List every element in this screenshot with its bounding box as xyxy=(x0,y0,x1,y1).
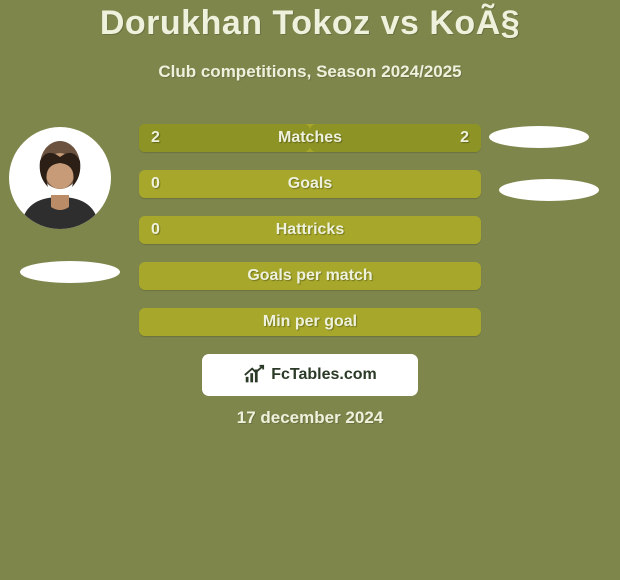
page-title: Dorukhan Tokoz vs KoÃ§ xyxy=(0,4,620,43)
stat-bars: 2 Matches 2 0 Goals 0 Hattricks Goals pe… xyxy=(139,124,481,354)
stat-label: Matches xyxy=(139,124,481,152)
stat-bar-goals: 0 Goals xyxy=(139,170,481,198)
stat-bar-goals-per-match: Goals per match xyxy=(139,262,481,290)
brand-badge: FcTables.com xyxy=(202,354,418,396)
brand-text: FcTables.com xyxy=(271,366,377,384)
stat-label: Hattricks xyxy=(139,216,481,244)
stat-label: Goals xyxy=(139,170,481,198)
player-slot-right-1 xyxy=(489,126,589,148)
player-avatar-left xyxy=(9,127,111,229)
comparison-card: Dorukhan Tokoz vs KoÃ§ Club competitions… xyxy=(0,0,620,580)
subtitle: Club competitions, Season 2024/2025 xyxy=(0,62,620,82)
stat-label: Goals per match xyxy=(139,262,481,290)
date-label: 17 december 2024 xyxy=(0,408,620,428)
bar-chart-icon xyxy=(243,364,265,386)
stat-bar-min-per-goal: Min per goal xyxy=(139,308,481,336)
stat-bar-hattricks: 0 Hattricks xyxy=(139,216,481,244)
player-slot-right-2 xyxy=(499,179,599,201)
stat-value-right: 2 xyxy=(460,124,469,152)
stat-label: Min per goal xyxy=(139,308,481,336)
player-slot-left-shadow xyxy=(20,261,120,283)
person-silhouette-icon xyxy=(9,127,111,229)
stat-bar-matches: 2 Matches 2 xyxy=(139,124,481,152)
